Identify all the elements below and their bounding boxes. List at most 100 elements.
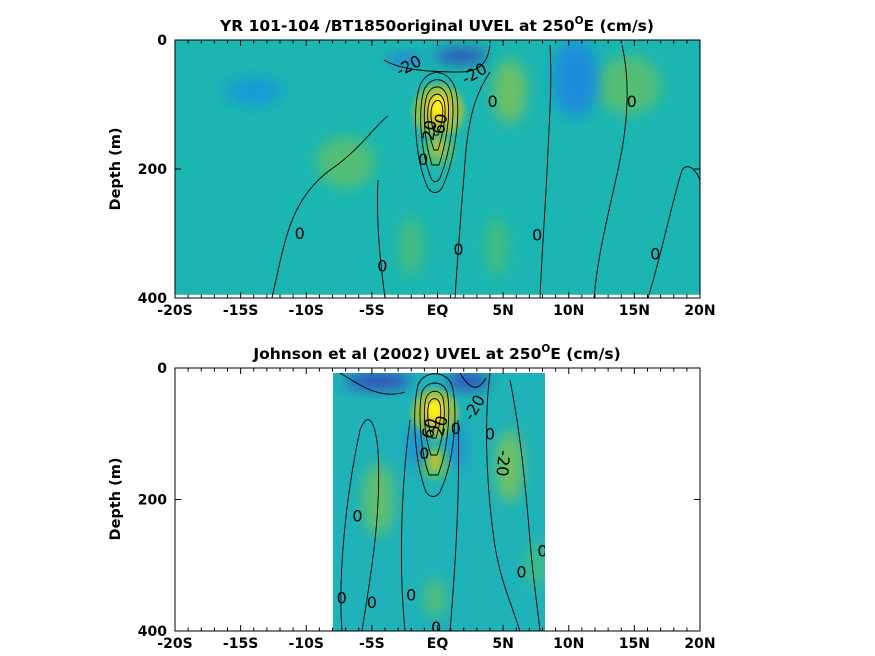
contour-core-4-bottom bbox=[427, 398, 442, 439]
y-tick-label: 400 bbox=[138, 624, 167, 640]
x-tick-label: EQ bbox=[427, 636, 449, 652]
contour-core-3-bottom bbox=[423, 390, 445, 456]
title-bottom: Johnson et al (2002) UVEL at 250OE (cm/s… bbox=[252, 343, 620, 363]
contour-zero-e-top bbox=[593, 44, 628, 298]
y-tick-label: 400 bbox=[138, 291, 167, 307]
x-tick-label: EQ bbox=[427, 303, 449, 319]
y-tick-label: 200 bbox=[138, 162, 167, 178]
contour-label: 0 bbox=[367, 593, 377, 612]
eastward-band-5 bbox=[316, 136, 375, 189]
contour-zero-d-top bbox=[539, 44, 552, 298]
contour-core-4-top bbox=[427, 93, 446, 151]
contour-zero-e-bottom bbox=[449, 419, 459, 631]
contour-zero-d-bottom bbox=[400, 419, 411, 631]
y-tick-label: 200 bbox=[138, 493, 167, 509]
velocity-core-1 bbox=[411, 389, 458, 439]
x-tick-label: 5N bbox=[492, 636, 513, 652]
westward-jet-10 bbox=[449, 423, 466, 470]
x-tick-label: 5N bbox=[492, 303, 513, 319]
ylabel-bottom: Depth (m) bbox=[108, 458, 124, 541]
contour-core-2-top bbox=[420, 79, 454, 183]
contour-jet-top bbox=[383, 44, 491, 73]
title-bottom-sup: O bbox=[541, 343, 550, 355]
x-tick-label: -10S bbox=[289, 636, 324, 652]
heatmap-bottom-features bbox=[345, 373, 545, 618]
westward-jet-9 bbox=[387, 53, 422, 66]
y-tick-label: 0 bbox=[157, 33, 167, 49]
westward-jet-8 bbox=[434, 49, 488, 64]
contour-zero-f-bottom bbox=[486, 373, 521, 631]
contour-label: 0 bbox=[532, 225, 542, 244]
y-tick-label: 0 bbox=[157, 361, 167, 377]
contour-label: 0 bbox=[537, 541, 547, 560]
contours-bottom bbox=[339, 373, 541, 631]
contour-label: 0 bbox=[377, 256, 387, 275]
contour-label: 0 bbox=[295, 224, 305, 243]
eastward-band-5 bbox=[424, 578, 446, 618]
x-tick-label: -5S bbox=[359, 303, 385, 319]
x-tick-label: -5S bbox=[359, 636, 385, 652]
contour-zero-c-bottom bbox=[340, 419, 380, 631]
contours-top bbox=[271, 44, 700, 298]
eastward-band-3 bbox=[492, 59, 527, 124]
x-tick-label: 20N bbox=[684, 636, 715, 652]
contour-label: 0 bbox=[406, 585, 416, 604]
eastward-band-4 bbox=[595, 56, 661, 115]
title-top-sup: O bbox=[575, 15, 584, 27]
contour-label: 0 bbox=[488, 92, 498, 111]
panel-bottom: Johnson et al (2002) UVEL at 250OE (cm/s… bbox=[108, 343, 716, 652]
contour-zero-b-bottom bbox=[459, 373, 487, 388]
contour-label: 0 bbox=[419, 444, 429, 463]
contour-label: 60 bbox=[418, 416, 442, 441]
contour-core-outer-bottom bbox=[414, 373, 456, 497]
contour-label: 0 bbox=[352, 506, 362, 525]
eastward-band-6 bbox=[399, 217, 424, 276]
westward-jet-7 bbox=[345, 373, 412, 390]
velocity-core-2 bbox=[418, 446, 452, 481]
contour-zero-f-top bbox=[647, 166, 700, 298]
contour-label: 0 bbox=[451, 419, 461, 438]
contour-zero-b-top bbox=[377, 179, 386, 298]
contour-label: 0 bbox=[516, 562, 526, 581]
contour-label: 0 bbox=[337, 589, 347, 608]
x-tick-label: 10N bbox=[553, 636, 584, 652]
contour-core-2-bottom bbox=[419, 382, 450, 476]
westward-jet-10 bbox=[551, 40, 599, 118]
x-tick-label: 10N bbox=[553, 303, 584, 319]
contour-label: 20 bbox=[419, 119, 441, 142]
ylabel-top: Depth (m) bbox=[108, 128, 124, 211]
westward-jet-11 bbox=[224, 78, 283, 105]
contour-zero-a-bottom bbox=[339, 373, 406, 395]
x-tick-label: -20S bbox=[157, 303, 192, 319]
contour-label: 0 bbox=[431, 618, 441, 637]
x-tick-label: 15N bbox=[619, 303, 650, 319]
x-tick-label: -15S bbox=[223, 636, 258, 652]
contour-label: -20 bbox=[493, 449, 514, 477]
contour-label: 0 bbox=[453, 240, 463, 259]
contour-zero-g-bottom bbox=[509, 379, 541, 631]
contour-label: 0 bbox=[418, 150, 428, 169]
eastward-band-6 bbox=[525, 542, 545, 589]
contour-core-outer-top bbox=[415, 72, 459, 193]
x-tick-label: 20N bbox=[684, 303, 715, 319]
contour-core-3-top bbox=[423, 86, 449, 166]
eastward-band-3 bbox=[496, 430, 523, 503]
title-top: YR 101-104 /BT1850original UVEL at 250OE… bbox=[219, 15, 654, 35]
contour-label: 0 bbox=[627, 92, 637, 111]
x-tick-label: -20S bbox=[157, 636, 192, 652]
contour-core-5-top bbox=[430, 99, 444, 136]
contour-zero-c-top bbox=[454, 71, 491, 298]
westward-jet-8 bbox=[446, 373, 489, 390]
contour-label: 0 bbox=[485, 424, 495, 443]
contour-label: 60 bbox=[429, 112, 451, 135]
contour-label: 20 bbox=[428, 414, 452, 439]
x-tick-label: -15S bbox=[223, 303, 258, 319]
contour-label: 0 bbox=[650, 245, 660, 264]
x-tick-label: -10S bbox=[289, 303, 324, 319]
contour-zero-a-top bbox=[271, 115, 389, 298]
